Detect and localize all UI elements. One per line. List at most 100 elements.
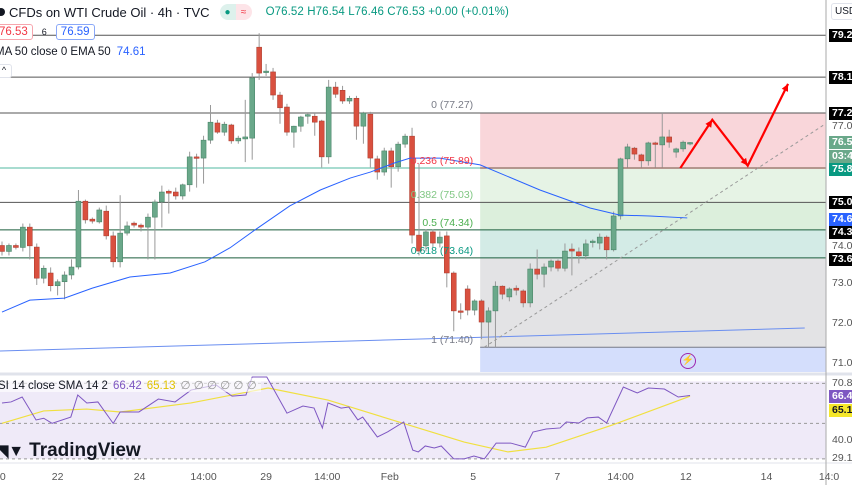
- time-axis-label: Feb: [380, 471, 399, 483]
- candle-body: [478, 300, 485, 323]
- collapse-legend-button[interactable]: ^: [0, 64, 12, 78]
- candle: [152, 199, 158, 260]
- projection-arrow-path: [679, 83, 790, 169]
- time-axis-label: 14:00: [190, 471, 217, 483]
- price-axis-label: 40.0: [832, 433, 852, 446]
- sell-button[interactable]: 76.53: [0, 24, 33, 40]
- lightning-icon[interactable]: ⚡: [680, 353, 696, 369]
- candle-body: [590, 240, 596, 243]
- candle-body: [680, 141, 686, 150]
- symbol-title[interactable]: CFDs on WTI Crude Oil · 4h · TVC: [9, 4, 210, 20]
- candle: [298, 115, 304, 132]
- candle-body: [562, 250, 568, 269]
- dashed-trendline: [484, 123, 826, 348]
- delayed-data-icon: ≈: [235, 4, 252, 20]
- candle: [478, 299, 485, 340]
- candle-body: [96, 209, 103, 223]
- price-axis-label: 03:4: [829, 149, 852, 163]
- candle: [61, 271, 68, 300]
- candle-body: [75, 200, 82, 268]
- fib-zone-0.5: [480, 229, 826, 258]
- candle: [388, 147, 394, 188]
- candle-body: [68, 266, 75, 276]
- candle-body: [200, 139, 207, 159]
- candle-body: [152, 201, 158, 218]
- ema50-line: [1, 157, 688, 313]
- candle-body: [513, 287, 520, 291]
- candle: [200, 135, 207, 184]
- candle: [687, 142, 693, 146]
- chart-header: CFDs on WTI Crude Oil · 4h · TVC ● ≈ O76.…: [0, 3, 509, 21]
- candle: [159, 185, 165, 228]
- candle: [416, 163, 422, 256]
- time-axis-label: 14: [760, 471, 773, 483]
- candle-body: [485, 310, 492, 323]
- candle: [652, 141, 659, 168]
- candle-body: [61, 274, 68, 283]
- candle: [457, 303, 464, 320]
- time-axis-label: 24: [133, 471, 146, 483]
- time-axis-label: 14:00: [607, 471, 634, 483]
- candle: [666, 129, 672, 148]
- candle: [124, 221, 130, 236]
- time-axis-label: 5: [470, 471, 477, 483]
- candle: [166, 189, 172, 214]
- fib-label-0: 0 (77.27): [431, 99, 474, 111]
- time-axis-label: 14:00: [314, 471, 341, 483]
- candle-body: [34, 246, 40, 279]
- candle-body: [534, 268, 540, 275]
- rsi-legend-label: SI 14 close SMA 14 2: [0, 380, 108, 392]
- candle: [96, 207, 103, 224]
- rsi-legend[interactable]: SI 14 close SMA 14 2 66.42 65.13 ∅ ∅ ∅ ∅ ∅ …: [0, 378, 261, 392]
- arrowhead-icon: [740, 157, 748, 166]
- candle-body: [249, 77, 255, 139]
- price-axis-label: 73.0: [832, 276, 852, 289]
- candle-body: [312, 115, 318, 123]
- candle-body: [82, 200, 89, 221]
- candle-body: [610, 215, 617, 251]
- candle-body: [131, 222, 137, 226]
- rsi-line: [1, 376, 691, 460]
- candle: [145, 213, 151, 260]
- candle-body: [103, 210, 109, 237]
- price-axis-label: 75.0: [829, 195, 852, 209]
- candle-body: [256, 46, 262, 74]
- candle-body: [548, 260, 554, 268]
- buy-button[interactable]: 76.59: [55, 24, 95, 40]
- ohlc-values: O76.52 H76.54 L76.46 C76.53 +0.00 (+0.01…: [266, 6, 509, 18]
- candle: [381, 147, 387, 176]
- candle: [318, 119, 325, 168]
- candle: [673, 147, 679, 158]
- ema-legend-value: 74.61: [116, 46, 146, 58]
- candle: [631, 146, 638, 160]
- candle: [75, 190, 82, 270]
- candle-body: [603, 236, 610, 251]
- candle-body: [346, 97, 353, 102]
- candle: [6, 243, 12, 256]
- market-status[interactable]: ● ≈: [219, 4, 252, 20]
- change-value: +0.00 (+0.01%): [428, 6, 509, 18]
- candle: [603, 235, 610, 260]
- candle: [27, 223, 33, 260]
- candle: [110, 231, 116, 268]
- candle: [249, 73, 255, 160]
- candle-body: [367, 113, 374, 159]
- candle-body: [242, 136, 248, 140]
- candle-body: [631, 147, 638, 155]
- candle-body: [54, 281, 61, 287]
- candle: [228, 123, 235, 144]
- candle: [659, 113, 665, 168]
- price-axis-label: 72.0: [832, 316, 852, 329]
- candle: [451, 271, 457, 332]
- candle-body: [388, 150, 394, 168]
- candle: [534, 249, 540, 280]
- currency-button[interactable]: USD: [831, 3, 852, 20]
- price-axis-label: 74.6: [829, 212, 852, 226]
- candle: [193, 153, 200, 188]
- candle: [409, 127, 415, 244]
- candle-body: [416, 234, 422, 252]
- fib-zone-1: [480, 347, 826, 372]
- candle: [179, 183, 186, 200]
- ema-legend[interactable]: MA 50 close 0 EMA 50 74.61: [0, 46, 145, 58]
